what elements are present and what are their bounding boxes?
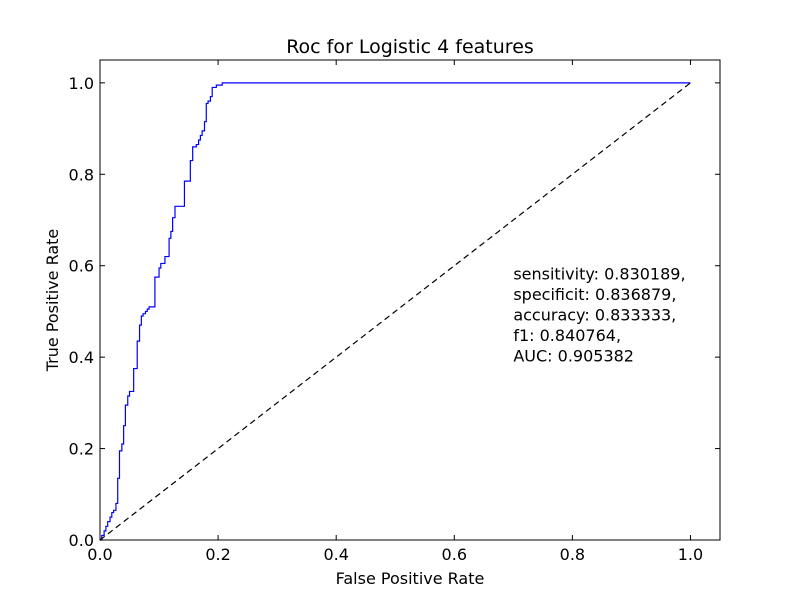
chance-diagonal-line (99, 82, 691, 541)
metrics-annotation: sensitivity: 0.830189,specificit: 0.8368… (513, 265, 685, 366)
y-tick-label: 0.8 (69, 165, 94, 184)
x-tick-label: 1.0 (678, 545, 703, 564)
axis-ticks: 0.0 0.2 0.4 0.6 0.8 1.0 0.0 0.2 0.4 0.6 0.8 1.0 (69, 60, 720, 564)
metrics-annotation-line: accuracy: 0.833333, (513, 306, 676, 325)
y-tick-label: 1.0 (69, 74, 94, 93)
x-tick-label: 0.2 (205, 545, 230, 564)
plot-area (99, 82, 691, 541)
y-tick-label: 0.4 (69, 348, 94, 367)
x-tick-label: 0.0 (87, 545, 112, 564)
metrics-annotation-line: f1: 0.840764, (513, 326, 621, 345)
chart-title: Roc for Logistic 4 features (286, 36, 534, 58)
x-axis-label: False Positive Rate (336, 569, 485, 588)
x-tick-label: 0.4 (323, 545, 348, 564)
x-tick-label: 0.6 (442, 545, 467, 564)
y-tick-label: 0.0 (69, 531, 94, 550)
axes-frame (99, 59, 721, 541)
y-axis-label: True Positive Rate (43, 229, 62, 373)
x-tick-label: 0.8 (560, 545, 585, 564)
roc-curve-line (100, 82, 691, 541)
metrics-annotation-line: specificit: 0.836879, (513, 285, 676, 304)
y-tick-label: 0.2 (69, 440, 94, 459)
y-tick-label: 0.6 (69, 257, 94, 276)
metrics-annotation-line: AUC: 0.905382 (513, 347, 634, 366)
metrics-annotation-line: sensitivity: 0.830189, (513, 265, 685, 284)
